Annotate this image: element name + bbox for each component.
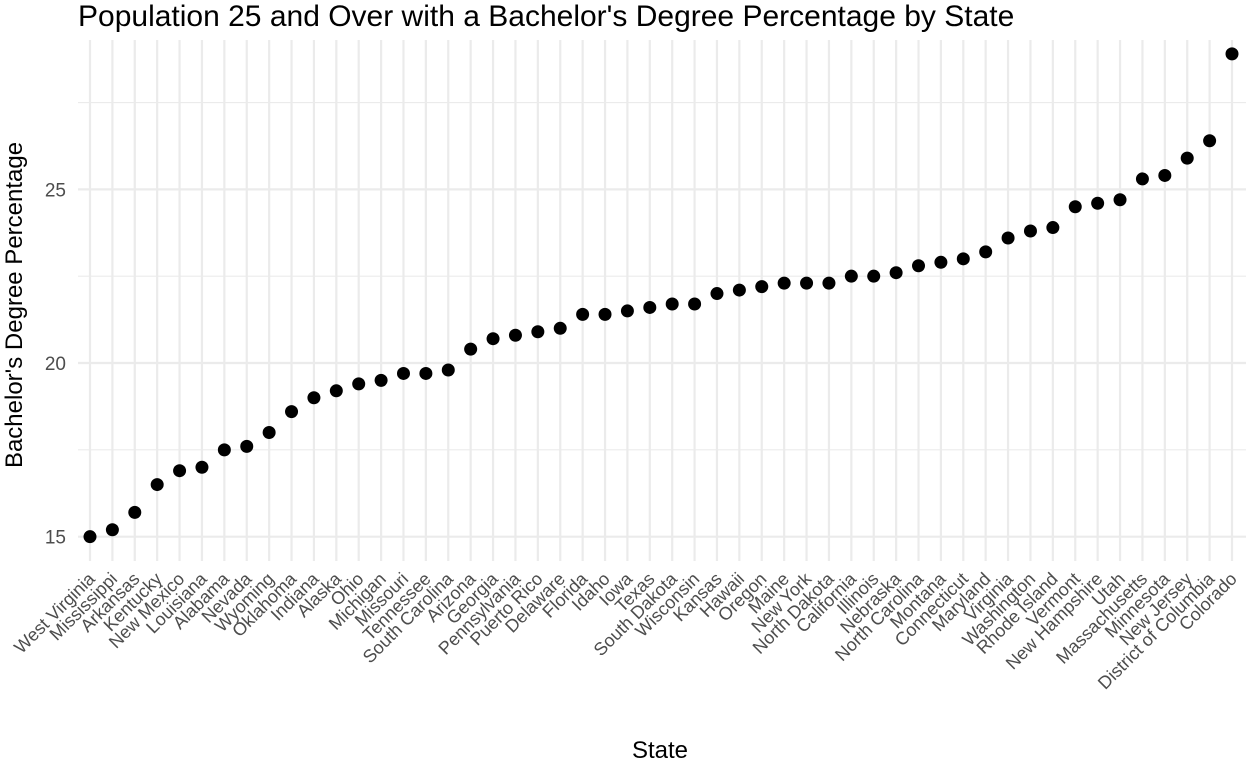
data-point bbox=[441, 363, 455, 377]
data-point bbox=[867, 269, 881, 283]
data-point bbox=[1113, 193, 1127, 207]
data-point bbox=[979, 245, 993, 259]
data-points bbox=[83, 47, 1239, 544]
data-point bbox=[576, 307, 590, 321]
data-point bbox=[1023, 224, 1037, 238]
data-point bbox=[464, 342, 478, 356]
data-point bbox=[329, 384, 343, 398]
chart-title: Population 25 and Over with a Bachelor's… bbox=[78, 0, 1015, 33]
y-tick-label: 20 bbox=[45, 354, 66, 375]
grid-lines bbox=[78, 40, 1246, 561]
data-point bbox=[912, 259, 926, 273]
data-point bbox=[83, 530, 97, 544]
data-point bbox=[1046, 221, 1060, 235]
x-tick-labels: West VirginiaMississippiArkansasKentucky… bbox=[10, 568, 1241, 693]
data-point bbox=[195, 460, 209, 474]
data-point bbox=[173, 464, 187, 478]
data-point bbox=[374, 373, 388, 387]
x-axis-title: State bbox=[632, 737, 688, 764]
data-point bbox=[128, 505, 142, 519]
data-point bbox=[732, 283, 746, 297]
data-point bbox=[665, 297, 679, 311]
data-point bbox=[150, 478, 164, 492]
data-point bbox=[352, 377, 366, 391]
data-point bbox=[755, 280, 769, 294]
data-point bbox=[844, 269, 858, 283]
y-tick-label: 25 bbox=[45, 180, 66, 201]
data-point bbox=[822, 276, 836, 290]
data-point bbox=[553, 321, 567, 335]
data-point bbox=[800, 276, 814, 290]
data-point bbox=[688, 297, 702, 311]
y-tick-label: 15 bbox=[45, 528, 66, 549]
data-point bbox=[1180, 151, 1194, 165]
data-point bbox=[1225, 47, 1239, 61]
data-point bbox=[419, 366, 433, 380]
data-point bbox=[643, 300, 657, 314]
data-point bbox=[1135, 172, 1149, 186]
data-point bbox=[889, 266, 903, 280]
data-point bbox=[1068, 200, 1082, 214]
data-point bbox=[105, 523, 119, 537]
data-point bbox=[486, 332, 500, 346]
data-point bbox=[620, 304, 634, 318]
data-point bbox=[777, 276, 791, 290]
data-point bbox=[531, 325, 545, 339]
data-point bbox=[262, 425, 276, 439]
data-point bbox=[956, 252, 970, 266]
data-point bbox=[1158, 168, 1172, 182]
data-point bbox=[508, 328, 522, 342]
data-point bbox=[934, 255, 948, 269]
data-point bbox=[1001, 231, 1015, 245]
data-point bbox=[710, 287, 724, 301]
data-point bbox=[396, 366, 410, 380]
data-point bbox=[1091, 196, 1105, 210]
data-point bbox=[1203, 134, 1217, 148]
y-axis-title: Bachelor's Degree Percentage bbox=[1, 142, 28, 468]
data-point bbox=[285, 405, 299, 419]
data-point bbox=[598, 307, 612, 321]
data-point bbox=[217, 443, 231, 457]
y-tick-labels: 15 20 25 bbox=[45, 180, 66, 548]
data-point bbox=[307, 391, 321, 405]
data-point bbox=[240, 439, 254, 453]
